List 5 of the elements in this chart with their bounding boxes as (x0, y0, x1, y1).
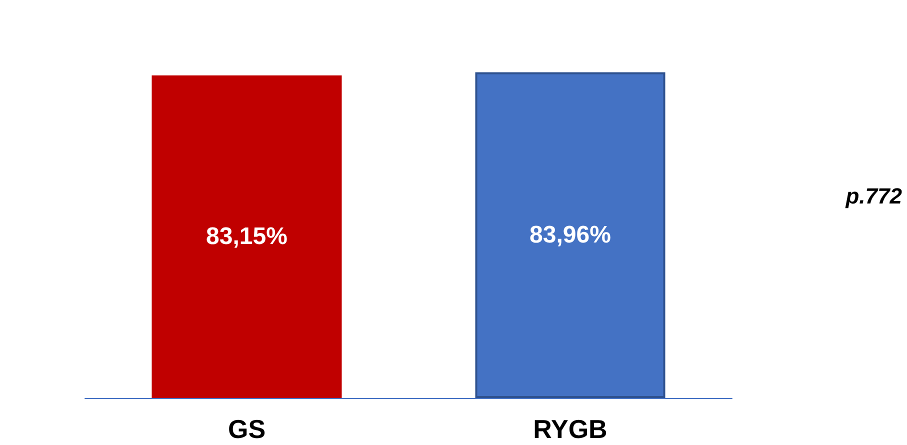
x-tick-label: GS (228, 414, 266, 444)
data-label: 83,96% (530, 222, 611, 249)
data-label: 83,15% (206, 223, 288, 250)
text: p.772 (844, 184, 903, 208)
x-tick-label: RYGB (533, 414, 608, 444)
